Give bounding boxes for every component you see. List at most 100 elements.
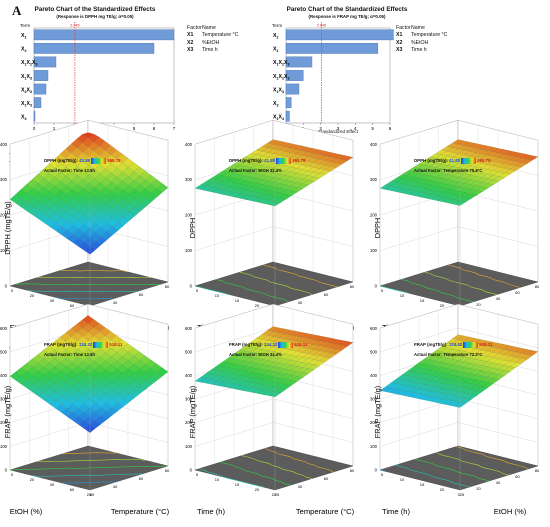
color-gradient-bar bbox=[463, 342, 479, 348]
surface-patch bbox=[256, 179, 269, 185]
surface-patch bbox=[498, 158, 511, 164]
surface-patch bbox=[72, 202, 84, 212]
surface-patch bbox=[267, 326, 280, 332]
z-tick-label: 600 bbox=[370, 326, 378, 331]
z-tick-label: 100 bbox=[370, 248, 378, 253]
surface-patch bbox=[447, 180, 460, 186]
surface-patch bbox=[302, 180, 315, 186]
surface-patch bbox=[430, 381, 443, 388]
z-tick-label: 400 bbox=[370, 142, 378, 147]
surface-patch bbox=[419, 394, 432, 401]
surface-patch bbox=[431, 195, 444, 201]
surface-patch bbox=[296, 174, 309, 180]
surface-patch bbox=[77, 197, 90, 207]
surface-patch bbox=[446, 348, 459, 355]
surface-patch bbox=[458, 178, 471, 184]
surface-patch bbox=[262, 171, 275, 177]
wall-grid-line bbox=[9, 304, 169, 329]
surface-patch bbox=[272, 140, 285, 146]
y-tick-label: 20 bbox=[476, 486, 481, 491]
z-tick-label: 100 bbox=[0, 444, 8, 449]
contour-line bbox=[198, 468, 264, 488]
x-axis-title: Time (h) bbox=[382, 507, 410, 516]
term-label: X1 X3 bbox=[21, 74, 32, 81]
x-tick-label: 10 bbox=[400, 477, 405, 482]
surface-plot-frap-temp-etoh: FRAP (mgTE/g): 134.32 519.11 Actual Factor… bbox=[0, 303, 180, 522]
surface-patch bbox=[464, 179, 477, 185]
contour-line bbox=[239, 271, 313, 295]
contour-line bbox=[60, 270, 129, 273]
term-label: X2 bbox=[21, 47, 26, 54]
surface-patch bbox=[117, 216, 130, 226]
surface-patch bbox=[100, 204, 113, 214]
x-tick-label: 25 bbox=[460, 492, 465, 497]
surface-patch bbox=[425, 396, 438, 402]
x-tick-label: 7 bbox=[173, 126, 176, 131]
surface-patch bbox=[128, 389, 141, 399]
surface-patch bbox=[66, 198, 79, 208]
surface-patch bbox=[194, 184, 207, 190]
x-tick-label: 5 bbox=[381, 288, 384, 293]
actual-factor-note: Actual Factor: Temperature 75.8°C bbox=[414, 168, 483, 173]
surface-plot-frap-etoh-time: FRAP (mgTE/g): 134.32 519.11 Actual Factor… bbox=[370, 303, 550, 522]
surface-patch bbox=[261, 340, 274, 346]
surface-patch bbox=[452, 365, 465, 372]
y-tick-label: 40 bbox=[113, 300, 118, 305]
surface-patch bbox=[223, 382, 236, 389]
surface-patch bbox=[87, 133, 100, 143]
surface-patch bbox=[239, 360, 252, 367]
term-label: X1 bbox=[21, 33, 26, 40]
contour-line bbox=[216, 279, 289, 303]
surface-patch bbox=[59, 148, 72, 159]
contour-line bbox=[241, 455, 313, 479]
surface-patch bbox=[257, 379, 270, 385]
surface-patch bbox=[379, 184, 392, 190]
surface-patch bbox=[257, 198, 270, 204]
z-tick-label: 200 bbox=[370, 420, 378, 425]
z-tick-label: 200 bbox=[370, 213, 378, 218]
pareto-bar bbox=[285, 110, 290, 122]
surface-plot-frap-temp-time: FRAP (mgTE/g): 134.32 519.11 Actual Factor… bbox=[185, 303, 365, 522]
surface-patch bbox=[106, 208, 118, 218]
surface-patch bbox=[430, 181, 443, 187]
surface-patch bbox=[295, 145, 308, 151]
surface-patch bbox=[60, 157, 72, 168]
x-tick-label: 0 bbox=[11, 472, 14, 477]
surface-patch bbox=[88, 141, 100, 152]
surface-patch bbox=[83, 192, 95, 202]
pareto-bar bbox=[285, 43, 379, 54]
x-tick-label: 5 bbox=[381, 472, 384, 477]
surface-patch bbox=[194, 377, 207, 383]
legend-factor: X3 bbox=[187, 47, 194, 54]
color-scale-title: DPPH (mgTE/g): bbox=[229, 158, 265, 164]
surface-patch bbox=[274, 387, 287, 394]
surface-patch bbox=[251, 388, 264, 394]
pareto-subtitle: (Response is DPPH mg TE/g; α=0.05) bbox=[56, 14, 134, 19]
x-tick-label: 20 bbox=[30, 477, 35, 482]
surface-patch bbox=[110, 158, 123, 169]
surface-plot-dpph-temp-etoh: DPPH (mgTE/g): 41.88 365.78 Actual Factor:… bbox=[0, 119, 180, 338]
surface-patch bbox=[244, 158, 257, 164]
surface-svg: 010020030040050060025201510520406080Time… bbox=[185, 303, 355, 516]
x-tick-label: 0 bbox=[11, 288, 14, 293]
surface-patch bbox=[296, 183, 309, 189]
surface-patch bbox=[59, 332, 72, 342]
surface-patch bbox=[77, 188, 90, 198]
surface-patch bbox=[83, 183, 95, 193]
surface-patch bbox=[436, 197, 449, 203]
contour-floor bbox=[9, 261, 169, 307]
surface-patch bbox=[111, 185, 124, 196]
surface-patch bbox=[436, 178, 449, 184]
surface-patch bbox=[273, 173, 286, 179]
y-tick-label: 40 bbox=[113, 484, 118, 489]
surface-patch bbox=[100, 394, 113, 404]
z-axis-title: DPPH (mgTE/g) bbox=[3, 201, 12, 254]
surface-patch bbox=[256, 151, 269, 157]
surface-patch bbox=[295, 342, 308, 348]
surface-patch bbox=[459, 183, 472, 189]
x-tick-label: 5 bbox=[371, 126, 374, 131]
surface-patch bbox=[313, 173, 326, 179]
surface-patch bbox=[284, 334, 297, 341]
surface-patch bbox=[469, 353, 482, 360]
surface-patch bbox=[480, 350, 493, 357]
